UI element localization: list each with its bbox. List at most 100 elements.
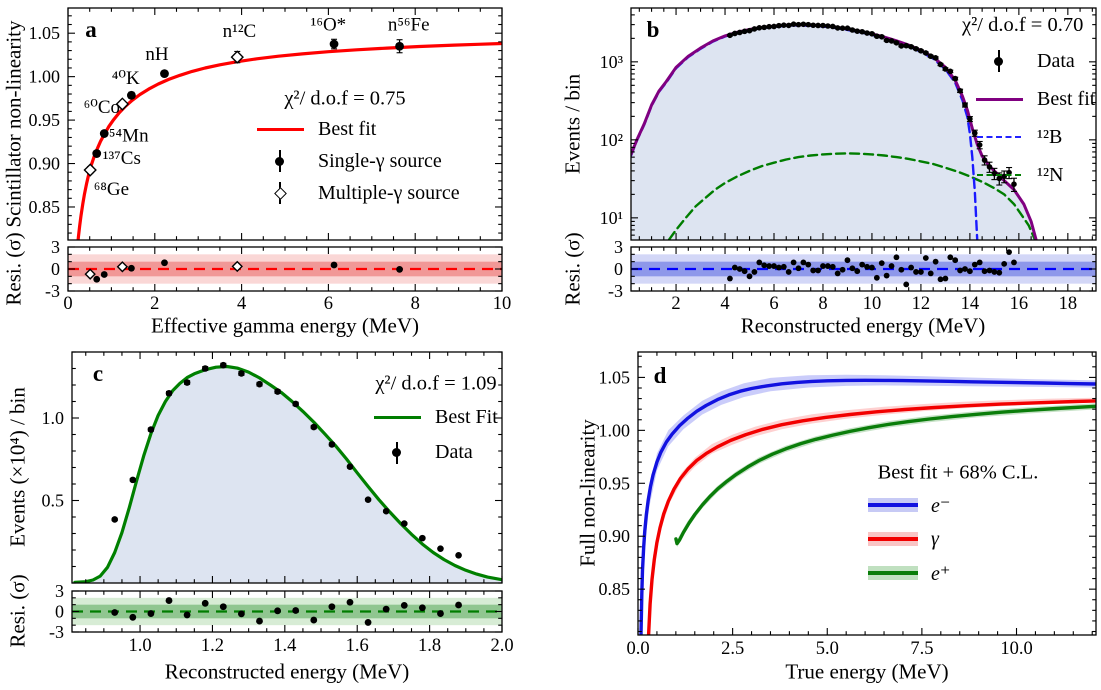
panel-b-resi-ylabel: Resi. (σ) xyxy=(560,232,585,306)
best-fit-line-swatch xyxy=(972,97,1026,101)
panel-c-ylabel: Events (×10⁴) / bin xyxy=(5,387,30,547)
svg-text:1.00: 1.00 xyxy=(29,67,61,87)
panel-d-plot-area xyxy=(639,374,1096,635)
panel-a-letter: a xyxy=(85,17,97,42)
svg-text:3: 3 xyxy=(55,581,64,601)
svg-text:0.85: 0.85 xyxy=(599,579,631,599)
svg-text:1.0: 1.0 xyxy=(128,636,151,656)
panel-c-legend: Best Fit Data xyxy=(370,400,498,470)
svg-text:10.0: 10.0 xyxy=(1000,639,1032,659)
dashed-blue-line-swatch xyxy=(972,136,1026,138)
svg-text:0: 0 xyxy=(55,602,64,622)
svg-text:0.90: 0.90 xyxy=(29,154,61,174)
svg-text:2: 2 xyxy=(150,294,159,314)
svg-text:0.95: 0.95 xyxy=(29,110,61,130)
data-marker-icon xyxy=(370,441,424,464)
svg-text:10¹: 10¹ xyxy=(600,208,623,228)
svg-text:0: 0 xyxy=(63,294,72,314)
annotation: ¹⁶O* xyxy=(311,14,347,35)
best-fit-curve xyxy=(76,41,502,240)
svg-text:-3: -3 xyxy=(49,622,64,642)
panel-d-letter: d xyxy=(653,363,667,388)
annotation: n¹²C xyxy=(223,21,257,42)
legend-entry-data: Data xyxy=(972,42,1095,80)
e-minus-curve xyxy=(639,378,1096,635)
panel-c-chi2: χ²/ d.o.f = 1.09 xyxy=(375,372,497,395)
svg-text:4: 4 xyxy=(237,294,246,314)
svg-text:12: 12 xyxy=(912,294,931,314)
svg-text:18: 18 xyxy=(1059,294,1078,314)
data-marker-icon xyxy=(972,50,1026,72)
annotation: ⁵⁴Mn xyxy=(109,126,149,147)
svg-text:0.0: 0.0 xyxy=(626,639,649,659)
legend-entry-gamma: γ xyxy=(866,522,950,556)
panel-d-xlabel: True energy (MeV) xyxy=(785,659,949,684)
legend-entry-single-gamma: Single-γ source xyxy=(253,145,460,177)
svg-text:0: 0 xyxy=(51,259,60,279)
panel-c-resi-ylabel: Resi. (σ) xyxy=(5,574,30,648)
legend-entry-electron: e⁻ xyxy=(866,488,950,522)
svg-text:5.0: 5.0 xyxy=(816,639,839,659)
legend-entry-best-fit: Best fit xyxy=(972,80,1095,118)
panel-c: 0.5 1.0 30-3 1.0 1.2 1.4 1.6 1.8 2.0 xyxy=(42,351,514,656)
legend-entry-data: Data xyxy=(370,435,498,470)
open-diamond-marker-icon xyxy=(253,182,307,204)
svg-text:2: 2 xyxy=(671,294,680,314)
svg-text:6: 6 xyxy=(324,294,333,314)
svg-text:16: 16 xyxy=(1010,294,1029,314)
best-fit-line-swatch xyxy=(370,416,424,419)
svg-text:3: 3 xyxy=(51,237,60,257)
annotation: ⁴⁰K xyxy=(112,68,140,89)
svg-text:-3: -3 xyxy=(45,281,60,301)
panel-b-letter: b xyxy=(646,17,660,42)
svg-text:0.85: 0.85 xyxy=(29,197,61,217)
blue-band-swatch xyxy=(866,498,920,512)
annotation: ⁶⁰Co xyxy=(84,97,120,118)
panel-a-chi2: χ²/ d.o.f = 0.75 xyxy=(284,87,406,110)
svg-text:10²: 10² xyxy=(600,130,623,150)
svg-text:2.0: 2.0 xyxy=(490,636,513,656)
best-fit-curve xyxy=(73,364,502,583)
N12-curve xyxy=(668,152,1036,240)
panel-c-plot-area xyxy=(73,364,502,583)
legend-entry-best-fit: Best fit xyxy=(253,113,460,145)
filled-circle-marker-icon xyxy=(253,150,307,172)
panel-c-xlabel: Reconstructed energy (MeV) xyxy=(164,659,410,684)
svg-text:0.5: 0.5 xyxy=(42,491,65,511)
svg-text:7.5: 7.5 xyxy=(910,639,933,659)
svg-text:3: 3 xyxy=(614,237,623,257)
svg-text:10: 10 xyxy=(863,294,882,314)
legend-entry-positron: e⁺ xyxy=(866,556,950,590)
svg-text:6: 6 xyxy=(769,294,778,314)
panel-d-legend: e⁻ γ e⁺ xyxy=(866,488,950,590)
e-plus-curve xyxy=(674,404,1096,546)
panel-a-xlabel: Effective gamma energy (MeV) xyxy=(150,313,420,338)
green-band-swatch xyxy=(866,566,920,580)
legend-entry-multiple-gamma: Multiple-γ source xyxy=(253,177,460,209)
panel-b: 10¹ 10² 10³ 30-3 2 4 6 8 10 12 14 16 18 xyxy=(600,7,1097,314)
annotation: ¹³⁷Cs xyxy=(103,148,141,169)
panel-a-plot-area xyxy=(76,41,502,240)
svg-text:1.2: 1.2 xyxy=(201,636,224,656)
svg-text:14: 14 xyxy=(961,294,980,314)
svg-text:4: 4 xyxy=(720,294,729,314)
legend-entry-best-fit: Best Fit xyxy=(370,400,498,435)
best-fit-line-swatch xyxy=(253,127,307,131)
svg-text:1.05: 1.05 xyxy=(29,23,61,43)
svg-text:10³: 10³ xyxy=(600,52,624,72)
legend-entry-12N: ¹²N xyxy=(972,156,1095,194)
annotation: nH xyxy=(145,44,169,65)
panel-a-legend: Best fit Single-γ source Multiple-γ sour… xyxy=(253,113,460,209)
red-band-swatch xyxy=(866,532,920,546)
panel-b-xlabel: Reconstructed energy (MeV) xyxy=(740,313,986,338)
panel-c-letter: c xyxy=(92,361,104,386)
svg-text:8: 8 xyxy=(411,294,420,314)
svg-text:1.8: 1.8 xyxy=(418,636,441,656)
annotation: ⁶⁸Ge xyxy=(94,179,129,200)
svg-text:0.90: 0.90 xyxy=(599,526,631,546)
svg-text:1.05: 1.05 xyxy=(599,367,631,387)
panel-b-ylabel: Events / bin xyxy=(560,73,585,175)
